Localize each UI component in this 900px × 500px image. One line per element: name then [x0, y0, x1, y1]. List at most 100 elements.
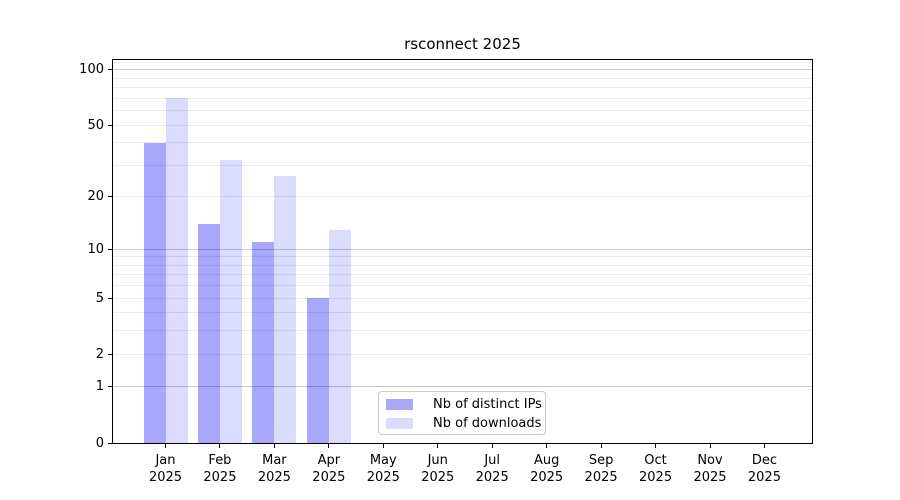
x-tick-month: Jul	[484, 453, 501, 468]
y-tick-label: 0	[95, 435, 104, 451]
y-tick-mark	[108, 353, 112, 355]
x-tick-month: Nov	[697, 453, 723, 468]
y-tick-mark	[108, 124, 112, 126]
x-tick-mark	[165, 444, 166, 448]
y-tick-mark	[108, 386, 112, 388]
y-tick-label: 50	[87, 117, 104, 133]
x-tick-mark	[600, 444, 602, 448]
x-tick-label: Oct 2025	[626, 452, 686, 486]
legend-swatch-downloads	[386, 418, 413, 429]
x-tick-month: Feb	[208, 453, 232, 468]
y-tick-mark	[108, 248, 112, 250]
minor-gridline	[113, 142, 812, 144]
y-tick-mark	[108, 69, 112, 71]
x-tick-month: Jan	[155, 453, 176, 468]
x-tick-label: Jun 2025	[408, 452, 468, 486]
x-tick-year: 2025	[366, 470, 400, 485]
minor-gridline	[113, 87, 812, 89]
minor-gridline	[113, 256, 812, 258]
y-tick-label: 2	[95, 346, 104, 362]
x-tick-label: Jul 2025	[462, 452, 522, 486]
x-tick-year: 2025	[747, 470, 781, 485]
minor-gridline	[113, 312, 812, 314]
x-tick-mark	[382, 444, 384, 448]
y-tick-label: 100	[79, 62, 104, 78]
x-tick-month: Sep	[588, 453, 614, 468]
x-tick-month: Aug	[533, 453, 560, 468]
plot-area	[112, 59, 813, 444]
minor-gridline	[113, 97, 812, 99]
x-tick-month: Jun	[427, 453, 448, 468]
y-tick-label: 5	[95, 290, 104, 306]
minor-gridline	[113, 330, 812, 332]
x-tick-mark	[709, 444, 711, 448]
bar-downloads-apr	[328, 229, 351, 443]
x-tick-mark	[273, 444, 275, 448]
legend-label-downloads: Nb of downloads	[433, 416, 542, 431]
x-tick-month: Oct	[644, 453, 667, 468]
minor-gridline	[113, 353, 812, 355]
x-tick-year: 2025	[530, 470, 564, 485]
x-tick-label: Sep 2025	[571, 452, 631, 486]
x-tick-label: May 2025	[353, 452, 413, 486]
grid-layer	[113, 60, 812, 443]
x-tick-month: May	[369, 453, 397, 468]
minor-gridline	[113, 297, 812, 299]
x-tick-label: Feb 2025	[190, 452, 250, 486]
minor-gridline	[113, 124, 812, 126]
chart-title: rsconnect 2025	[404, 35, 521, 53]
legend: Nb of distinct IPs Nb of downloads	[378, 391, 546, 435]
bars-layer	[113, 60, 812, 443]
bar-distinct-ips-jan	[143, 142, 166, 443]
bar-distinct-ips-mar	[252, 242, 275, 443]
x-tick-year: 2025	[693, 470, 727, 485]
x-tick-mark	[437, 444, 439, 448]
minor-gridline	[113, 285, 812, 287]
x-tick-label: Aug 2025	[517, 452, 577, 486]
major-gridline	[113, 69, 812, 71]
minor-gridline	[113, 164, 812, 166]
legend-item-downloads: Nb of downloads	[386, 416, 542, 432]
x-tick-label: Dec 2025	[734, 452, 794, 486]
x-tick-mark	[328, 444, 330, 448]
bar-downloads-feb	[219, 160, 242, 443]
bar-distinct-ips-apr	[306, 298, 329, 443]
y-tick-label: 10	[87, 241, 104, 257]
bar-downloads-jan	[165, 98, 188, 443]
legend-label-distinct-ips: Nb of distinct IPs	[433, 397, 542, 412]
bar-downloads-mar	[274, 176, 297, 443]
x-tick-label: Apr 2025	[299, 452, 359, 486]
x-tick-month: Dec	[751, 453, 778, 468]
y-tick-label: 20	[87, 189, 104, 205]
minor-gridline	[113, 110, 812, 112]
x-tick-year: 2025	[203, 470, 237, 485]
x-tick-month: Apr	[317, 453, 341, 468]
y-tick-mark	[108, 196, 112, 198]
x-tick-mark	[655, 444, 657, 448]
x-tick-mark	[763, 444, 765, 448]
x-tick-mark	[546, 444, 548, 448]
x-tick-month: Mar	[262, 453, 287, 468]
legend-swatch-distinct-ips	[386, 399, 413, 410]
x-tick-label: Nov 2025	[680, 452, 740, 486]
major-gridline	[113, 248, 812, 250]
x-tick-year: 2025	[421, 470, 455, 485]
y-tick-mark	[108, 442, 112, 444]
bar-distinct-ips-feb	[197, 224, 220, 443]
x-tick-mark	[491, 444, 493, 448]
x-tick-year: 2025	[148, 470, 183, 485]
x-tick-year: 2025	[584, 470, 618, 485]
y-tick-mark	[108, 297, 112, 299]
x-tick-year: 2025	[312, 470, 346, 485]
major-gridline	[113, 386, 812, 388]
minor-gridline	[113, 274, 812, 276]
legend-item-distinct-ips: Nb of distinct IPs	[386, 397, 542, 413]
x-tick-year: 2025	[257, 470, 291, 485]
y-tick-label: 1	[95, 379, 104, 395]
minor-gridline	[113, 264, 812, 266]
x-tick-label: Mar 2025	[244, 452, 304, 486]
x-tick-year: 2025	[639, 470, 673, 485]
minor-gridline	[113, 196, 812, 198]
minor-gridline	[113, 61, 812, 63]
